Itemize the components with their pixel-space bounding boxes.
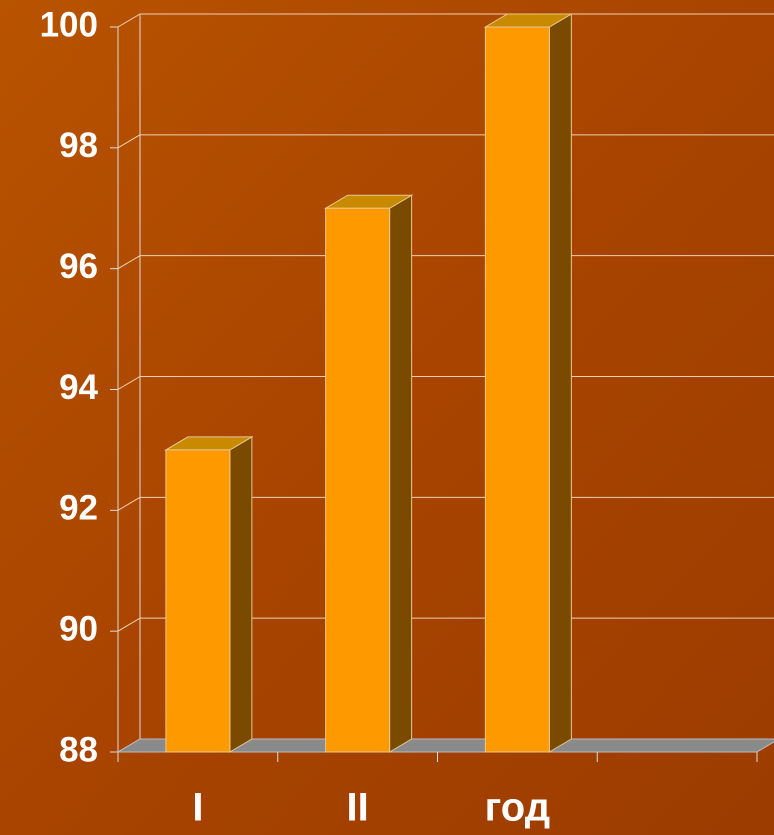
bar <box>325 207 391 753</box>
grid-side <box>117 13 141 28</box>
grid-side <box>117 617 141 632</box>
bar-side <box>229 436 253 753</box>
y-tick-label: 100 <box>40 5 98 44</box>
x-tick-label: II <box>347 786 369 830</box>
grid-side <box>117 134 141 149</box>
x-tick-label: год <box>485 786 550 830</box>
bar <box>484 26 550 753</box>
grid-side <box>117 255 141 270</box>
y-tick-label: 96 <box>59 247 98 286</box>
y-tick-label: 92 <box>59 489 98 528</box>
bar-side <box>389 194 413 753</box>
bar-side <box>548 13 572 753</box>
y-tick-label: 98 <box>59 126 98 165</box>
bar <box>165 449 231 753</box>
grid-side <box>117 376 141 390</box>
x-tick-label: I <box>192 786 203 830</box>
y-tick-label: 88 <box>59 730 98 769</box>
grid-side <box>117 496 141 511</box>
y-tick-label: 90 <box>59 609 98 648</box>
y-tick-label: 94 <box>59 368 98 407</box>
